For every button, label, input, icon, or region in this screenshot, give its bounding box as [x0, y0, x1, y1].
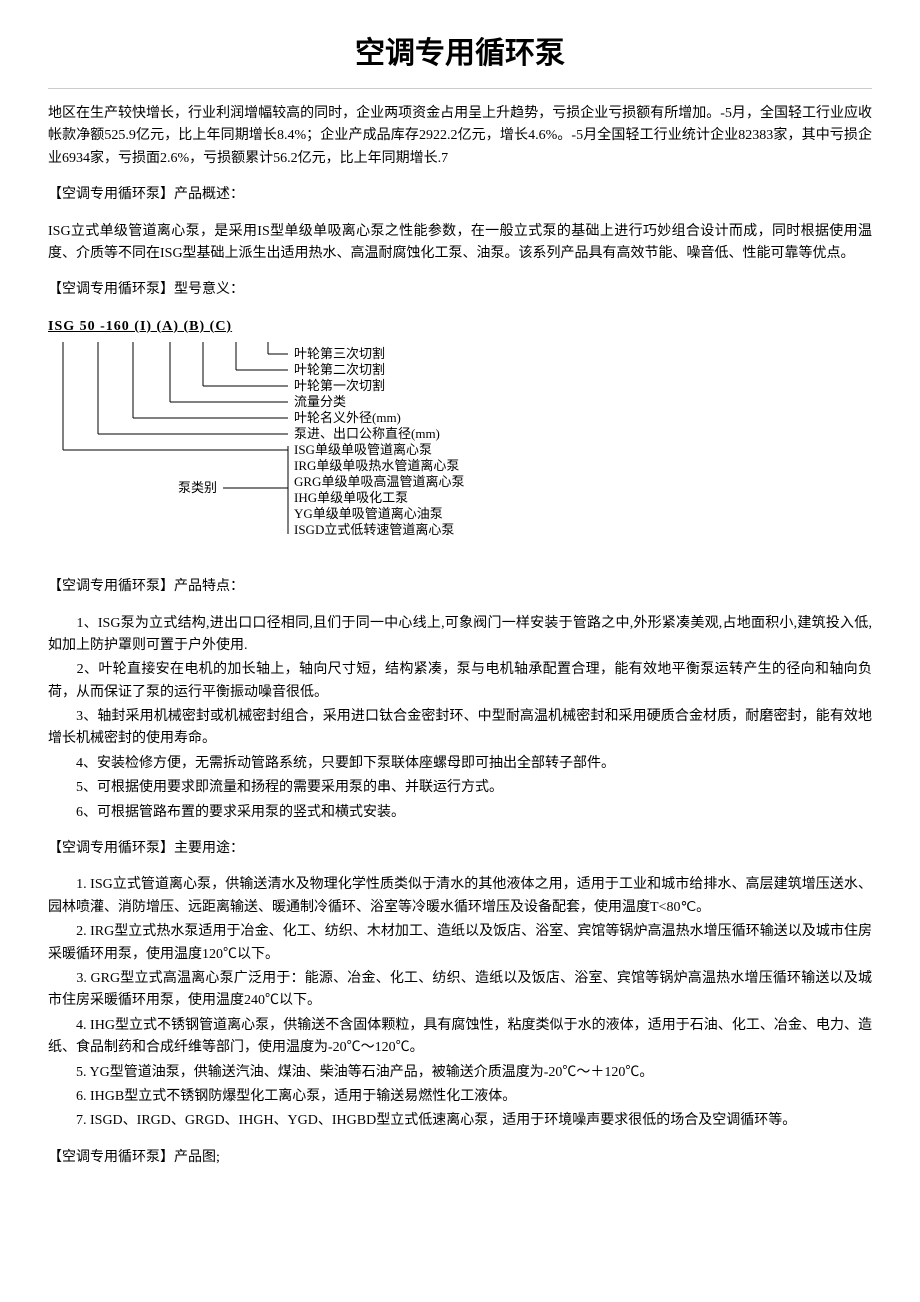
diagram-label: IHG单级单吸化工泵 — [294, 490, 408, 505]
diagram-label: ISG单级单吸管道离心泵 — [294, 442, 432, 457]
diagram-code-line: ISG 50 -160 (I) (A) (B) (C) — [48, 316, 872, 338]
diagram-label: GRG单级单吸高温管道离心泵 — [294, 474, 464, 489]
usage-item: 2. IRG型立式热水泵适用于冶金、化工、纺织、木材加工、造纸以及饭店、浴室、宾… — [48, 921, 872, 966]
features-header: 【空调专用循环泵】产品特点： — [48, 576, 872, 598]
diagram-label: YG单级单吸管道离心油泵 — [294, 506, 443, 521]
feature-item: 2、叶轮直接安在电机的加长轴上，轴向尺寸短，结构紧凑，泵与电机轴承配置合理，能有… — [48, 659, 872, 704]
feature-item: 3、轴封采用机械密封或机械密封组合，采用进口钛合金密封环、中型耐高温机械密封和采… — [48, 706, 872, 751]
usage-item: 4. IHG型立式不锈钢管道离心泵，供输送不含固体颗粒，具有腐蚀性，粘度类似于水… — [48, 1015, 872, 1060]
diagram-label: IRG单级单吸热水管道离心泵 — [294, 458, 459, 473]
diagram-svg: 叶轮第三次切割 叶轮第二次切割 叶轮第一次切割 流量分类 叶轮名义外径(mm) … — [48, 342, 528, 562]
intro-paragraph: 地区在生产较快增长，行业利润增幅较高的同时，企业两项资金占用呈上升趋势，亏损企业… — [48, 103, 872, 170]
diagram-label: 叶轮第二次切割 — [294, 362, 385, 377]
feature-item: 6、可根据管路布置的要求采用泵的竖式和横式安装。 — [48, 802, 872, 824]
model-diagram: ISG 50 -160 (I) (A) (B) (C) 叶轮第三次切割 — [48, 316, 872, 562]
product-image-header: 【空调专用循环泵】产品图; — [48, 1147, 872, 1169]
usage-item: 7. ISGD、IRGD、GRGD、IHGH、YGD、IHGBD型立式低速离心泵… — [48, 1110, 872, 1132]
usage-item: 6. IHGB型立式不锈钢防爆型化工离心泵，适用于输送易燃性化工液体。 — [48, 1086, 872, 1108]
diagram-label: 叶轮名义外径(mm) — [294, 410, 401, 425]
usage-header: 【空调专用循环泵】主要用途： — [48, 838, 872, 860]
title-divider — [48, 88, 872, 89]
usage-item: 5. YG型管道油泵，供输送汽油、煤油、柴油等石油产品，被输送介质温度为-20℃… — [48, 1062, 872, 1084]
usage-item: 1. ISG立式管道离心泵，供输送清水及物理化学性质类似于清水的其他液体之用，适… — [48, 874, 872, 919]
diagram-label: 叶轮第三次切割 — [294, 346, 385, 361]
model-header: 【空调专用循环泵】型号意义： — [48, 279, 872, 301]
diagram-label: ISGD立式低转速管道离心泵 — [294, 522, 454, 537]
diagram-label: 流量分类 — [294, 394, 346, 409]
usage-list: 1. ISG立式管道离心泵，供输送清水及物理化学性质类似于清水的其他液体之用，适… — [48, 874, 872, 1132]
feature-item: 1、ISG泵为立式结构,进出口口径相同,且们于同一中心线上,可象阀门一样安装于管… — [48, 613, 872, 658]
diagram-center-label: 泵类别 — [178, 480, 217, 495]
feature-item: 4、安装检修方便，无需拆动管路系统，只要卸下泵联体座螺母即可抽出全部转子部件。 — [48, 753, 872, 775]
diagram-label: 泵进、出口公称直径(mm) — [294, 426, 440, 441]
feature-item: 5、可根据使用要求即流量和扬程的需要采用泵的串、并联运行方式。 — [48, 777, 872, 799]
page-title: 空调专用循环泵 — [48, 30, 872, 78]
usage-item: 3. GRG型立式高温离心泵广泛用于：能源、冶金、化工、纺织、造纸以及饭店、浴室… — [48, 968, 872, 1013]
diagram-label: 叶轮第一次切割 — [294, 378, 385, 393]
overview-body: ISG立式单级管道离心泵，是采用IS型单级单吸离心泵之性能参数，在一般立式泵的基… — [48, 221, 872, 266]
overview-header: 【空调专用循环泵】产品概述： — [48, 184, 872, 206]
features-list: 1、ISG泵为立式结构,进出口口径相同,且们于同一中心线上,可象阀门一样安装于管… — [48, 613, 872, 825]
